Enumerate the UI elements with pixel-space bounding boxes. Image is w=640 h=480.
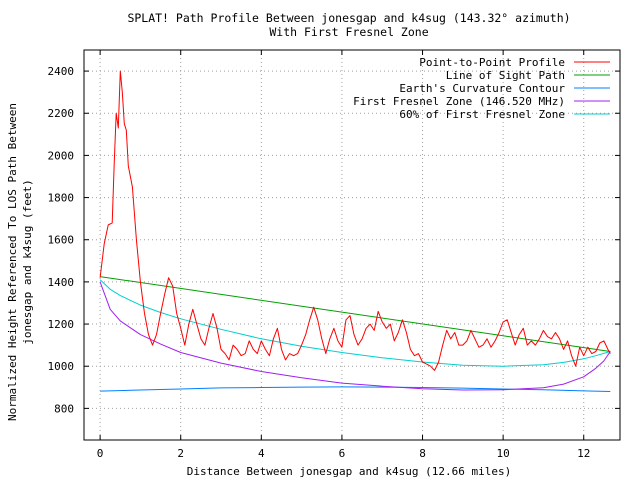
legend-label: Earth's Curvature Contour (399, 82, 565, 95)
y-axis-label-line1: Normalized Height Referenced To LOS Path… (6, 103, 19, 421)
chart-subtitle: With First Fresnel Zone (269, 25, 428, 39)
y-axis-label-line2: jonesgap and k4sug (feet) (21, 179, 34, 345)
legend-label: Point-to-Point Profile (419, 56, 565, 69)
x-tick-label: 12 (577, 447, 590, 460)
y-tick-label: 1600 (48, 234, 75, 247)
series-line-60-of-first-fresnel-zone (99, 279, 611, 367)
series-line-first-fresnel-zone-146-520-mhz (99, 281, 611, 391)
legend-label: Line of Sight Path (446, 69, 565, 82)
x-tick-label: 2 (177, 447, 184, 460)
y-tick-label: 1200 (48, 318, 75, 331)
x-tick-label: 8 (419, 447, 426, 460)
axis-ticks: 0 2 4 6 8 10 12 800 1000 1200 1400 1600 1800 2000 2200… (48, 50, 620, 460)
chart-title: SPLAT! Path Profile Between jonesgap and… (127, 11, 570, 25)
y-tick-label: 1400 (48, 276, 75, 289)
x-tick-label: 0 (97, 447, 104, 460)
y-tick-label: 2400 (48, 65, 75, 78)
plot-frame (83, 49, 621, 441)
y-tick-label: 2000 (48, 149, 75, 162)
x-tick-label: 4 (258, 447, 265, 460)
x-tick-label: 6 (339, 447, 346, 460)
series-line-earth-s-curvature-contour (100, 386, 611, 392)
series-layer (99, 70, 611, 392)
legend-label: 60% of First Fresnel Zone (399, 108, 565, 121)
y-tick-label: 1000 (48, 360, 75, 373)
y-tick-label: 1800 (48, 192, 75, 205)
y-tick-label: 800 (54, 402, 74, 415)
series-line-line-of-sight-path (100, 276, 611, 352)
x-axis-label: Distance Between jonesgap and k4sug (12.… (187, 465, 512, 478)
legend-label: First Fresnel Zone (146.520 MHz) (353, 95, 565, 108)
series-line-point-to-point-profile (99, 70, 611, 371)
y-tick-label: 2200 (48, 107, 75, 120)
x-tick-label: 10 (497, 447, 510, 460)
